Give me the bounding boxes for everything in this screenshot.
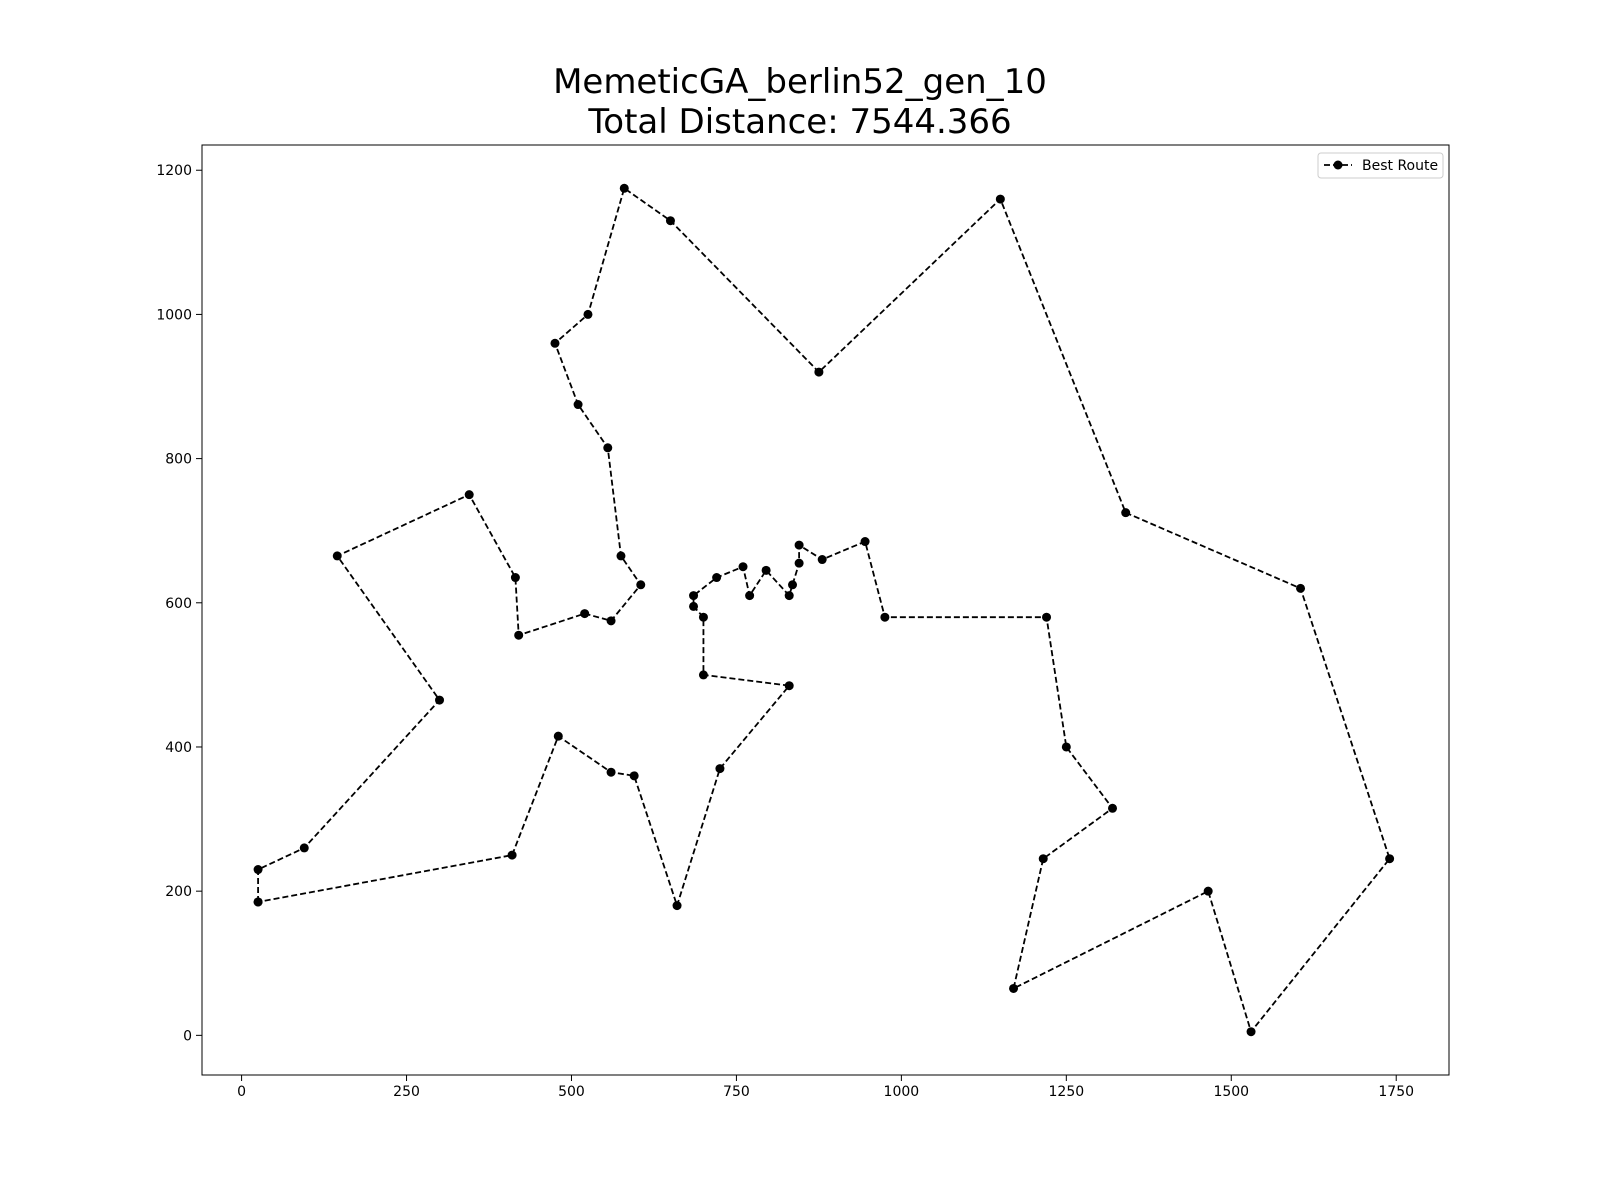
x-tick-label: 1000 [884,1084,920,1100]
city-point [672,901,682,911]
city-point [1296,583,1306,593]
city-point [698,670,708,680]
city-point [784,681,794,691]
city-point [761,565,771,575]
city-point [514,630,524,640]
city-point [1042,612,1052,622]
plot-frame [201,144,1450,1076]
x-tick-label: 1500 [1213,1084,1249,1100]
city-point [636,580,646,590]
x-tick-label: 250 [393,1084,420,1100]
city-point [794,540,804,550]
city-point [606,616,616,626]
city-point [1121,508,1131,518]
city-point [817,555,827,565]
city-point [553,731,563,741]
city-point [606,767,616,777]
city-point [738,562,748,572]
city-point [510,573,520,583]
y-tick-label: 600 [165,596,192,612]
x-tick-label: 1750 [1378,1084,1414,1100]
city-point [784,591,794,601]
y-tick-label: 400 [165,740,192,756]
legend-box [1317,152,1444,179]
city-point [860,537,870,547]
route-line [257,186,1391,1034]
city-point [794,558,804,568]
city-point [712,573,722,583]
x-tick-label: 1250 [1049,1084,1085,1100]
y-tick-label: 1200 [156,163,192,179]
city-point [689,601,699,611]
city-point [689,591,699,601]
city-point [715,764,725,774]
city-point [580,609,590,619]
city-point [616,551,626,561]
city-point [788,580,798,590]
city-point [507,850,517,860]
city-point [299,843,309,853]
city-point [550,338,560,348]
city-point [619,183,629,193]
legend-label: Best Route [1362,158,1438,174]
city-point [665,216,675,226]
city-point [1009,983,1019,993]
city-point [1108,803,1118,813]
city-point [583,309,593,319]
city-point [745,591,755,601]
city-point [880,612,890,622]
chart-title: MemeticGA_berlin52_gen_10 Total Distance… [0,62,1600,142]
city-point [464,490,474,500]
axis-ticks: 0 250 500 750 1000 1250 1500 1750 0 200 400 600 800 1… [156,163,1414,1100]
city-point [253,865,263,875]
city-point [814,367,824,377]
y-tick-label: 1000 [156,307,192,323]
x-tick-label: 0 [237,1084,246,1100]
city-point [253,897,263,907]
y-tick-label: 200 [165,884,192,900]
city-point [573,400,583,410]
city-point [435,695,445,705]
chart-title-line-1: MemeticGA_berlin52_gen_10 [553,62,1047,102]
y-tick-label: 0 [183,1028,192,1044]
x-tick-label: 500 [558,1084,585,1100]
city-point [629,771,639,781]
city-point [332,551,342,561]
y-tick-label: 800 [165,452,192,468]
legend: Best Route [1317,152,1444,179]
city-point [1385,854,1395,864]
chart-title-line-2: Total Distance: 7544.366 [588,102,1012,142]
city-point [995,194,1005,204]
city-point [1061,742,1071,752]
route-series [253,183,1395,1037]
city-point [1038,854,1048,864]
city-point [603,443,613,453]
city-point [1203,886,1213,896]
x-tick-label: 750 [723,1084,750,1100]
city-point [698,612,708,622]
legend-marker [1333,160,1343,170]
city-point [1246,1027,1256,1037]
